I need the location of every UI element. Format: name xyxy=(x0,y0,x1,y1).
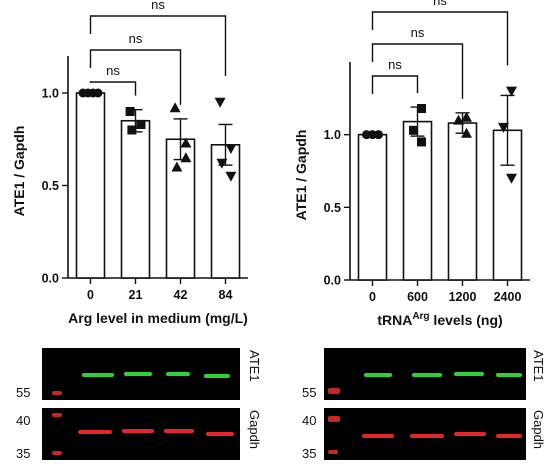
data-point xyxy=(374,130,383,140)
ladder-band xyxy=(52,451,62,455)
data-point xyxy=(93,88,103,98)
x-tick-label: 600 xyxy=(407,290,428,304)
x-axis-label-main: tRNA xyxy=(377,312,412,328)
significance-bracket xyxy=(89,81,137,96)
x-tick-label: 42 xyxy=(174,288,188,302)
ladder-band xyxy=(328,450,338,454)
data-point xyxy=(127,125,137,135)
significance-bracket xyxy=(89,15,227,76)
bar-charts: 0.0 0.5 1.0 ATE1 / Gapdh 0 21 42 84 Arg level in… xyxy=(11,0,530,328)
ate1-band xyxy=(412,373,442,377)
y-tick-label: 1.0 xyxy=(42,87,59,101)
gapdh-band xyxy=(496,434,522,438)
bar-84 xyxy=(210,144,241,279)
significance-bracket xyxy=(371,43,464,99)
data-point xyxy=(216,158,228,169)
significance-bracket xyxy=(371,75,419,94)
x-tick-label: 21 xyxy=(129,288,143,302)
significance-label: ns xyxy=(433,0,447,8)
ate1-band xyxy=(364,373,392,377)
data-point xyxy=(225,144,237,154)
data-point xyxy=(125,107,135,116)
data-point xyxy=(506,86,517,97)
data-point xyxy=(506,173,517,184)
x-tick-label: 0 xyxy=(369,290,376,304)
ate1-band xyxy=(82,373,114,377)
blot-marker-40-left: 40 xyxy=(16,413,31,428)
blot-label-gapdh-right: Gapdh xyxy=(531,410,546,450)
gapdh-band xyxy=(206,432,234,436)
y-axis-label: ATE1 / Gapdh xyxy=(293,130,309,221)
gapdh-band xyxy=(362,434,394,438)
bar-21 xyxy=(120,119,151,279)
bar-1200 xyxy=(447,122,478,281)
gapdh-band xyxy=(454,432,486,436)
blot-label-gapdh-left: Gapdh xyxy=(247,410,262,450)
data-point xyxy=(180,137,192,148)
x-tick-label: 84 xyxy=(219,288,233,302)
y-tick-label: 0.5 xyxy=(42,179,59,193)
blot-marker-40-right: 40 xyxy=(302,413,317,428)
ladder-band xyxy=(328,388,340,394)
y-axis-label: ATE1 / Gapdh xyxy=(11,126,27,217)
data-point xyxy=(225,171,237,182)
blot-label-ate1-left: ATE1 xyxy=(247,350,262,382)
x-axis-label: tRNAArg levels (ng) xyxy=(377,311,502,328)
data-point xyxy=(417,104,426,114)
data-point xyxy=(171,161,183,172)
ate1-band xyxy=(166,372,190,376)
gapdh-band xyxy=(164,429,194,433)
y-tick-label: 0.0 xyxy=(324,274,341,288)
ladder-band xyxy=(52,413,62,417)
significance-bracket xyxy=(371,11,509,66)
data-point xyxy=(214,97,226,108)
blot-marker-55-right: 55 xyxy=(302,385,317,400)
data-point xyxy=(461,127,472,138)
significance-label: ns xyxy=(151,0,165,12)
ate1-band xyxy=(124,372,152,376)
x-tick-label: 2400 xyxy=(494,290,522,304)
ladder-band xyxy=(328,416,340,422)
x-axis-label-superscript: Arg xyxy=(412,311,429,322)
significance-bracket xyxy=(89,49,182,105)
x-axis-label-suffix: levels (ng) xyxy=(430,312,503,328)
significance-label: ns xyxy=(106,63,120,78)
data-point xyxy=(498,122,509,133)
x-axis-label: Arg level in medium (mg/L) xyxy=(68,310,248,326)
y-tick-label: 0.5 xyxy=(324,201,341,215)
gapdh-band xyxy=(410,434,444,438)
data-point xyxy=(136,119,146,129)
x-tick-label: 1200 xyxy=(449,290,477,304)
y-tick-label: 0.0 xyxy=(42,272,59,286)
blot-ate1-left xyxy=(42,348,240,400)
data-point xyxy=(180,152,192,163)
blot-gapdh-right xyxy=(324,408,526,460)
blot-marker-55-left: 55 xyxy=(16,385,31,400)
x-axis-label-main: Arg level in medium (mg/L) xyxy=(68,310,248,326)
bar-0 xyxy=(357,133,388,281)
significance-label: ns xyxy=(129,31,143,46)
data-point xyxy=(461,111,472,122)
data-point xyxy=(453,114,464,125)
blot-ate1-right xyxy=(324,348,526,400)
blot-gapdh-left xyxy=(42,408,240,460)
ladder-band xyxy=(52,391,62,395)
ate1-band xyxy=(204,374,230,378)
y-tick-label: 1.0 xyxy=(324,128,341,142)
significance-label: ns xyxy=(411,25,425,40)
ate1-band xyxy=(496,373,522,377)
blot-marker-35-right: 35 xyxy=(302,446,317,461)
blot-label-ate1-right: ATE1 xyxy=(531,350,546,382)
data-point xyxy=(417,137,426,147)
gapdh-band xyxy=(78,430,112,434)
data-point xyxy=(169,102,181,113)
data-point xyxy=(409,125,418,135)
x-tick-label: 0 xyxy=(87,288,94,302)
gapdh-band xyxy=(122,429,154,433)
ate1-band xyxy=(454,372,484,376)
bar-0 xyxy=(75,92,106,279)
significance-label: ns xyxy=(388,57,402,72)
blot-marker-35-left: 35 xyxy=(16,446,31,461)
